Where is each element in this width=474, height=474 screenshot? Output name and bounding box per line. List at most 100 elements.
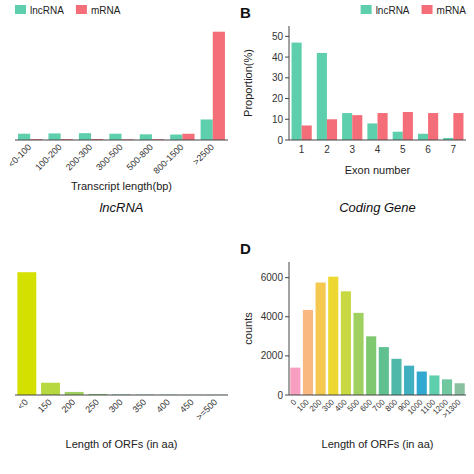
panel-label: B xyxy=(240,4,251,21)
legend: lncRNA mRNA xyxy=(15,5,121,16)
bar xyxy=(378,113,388,140)
bar xyxy=(302,125,312,140)
legend-label: lncRNA xyxy=(376,5,410,16)
y-tick xyxy=(285,277,289,278)
bar xyxy=(201,119,213,140)
y-tick xyxy=(285,77,289,78)
x-tick-label: <0-100 xyxy=(6,142,33,169)
bar xyxy=(366,336,376,395)
bar xyxy=(417,372,427,395)
bar xyxy=(79,133,91,140)
bar xyxy=(341,291,351,395)
y-tick-label: 50 xyxy=(272,31,284,42)
y-tick-label: 20 xyxy=(272,93,284,104)
y-tick-label: 0 xyxy=(277,390,283,401)
bar xyxy=(18,134,30,140)
y-tick xyxy=(285,140,289,141)
bar xyxy=(393,132,403,140)
legend-label: mRNA xyxy=(437,5,467,16)
figure: <0-100100-200200-300300-500500-800800-15… xyxy=(0,0,474,474)
bar xyxy=(379,347,389,395)
x-tick-label: 200 xyxy=(60,397,78,415)
y-axis-line xyxy=(289,262,290,395)
bar xyxy=(428,113,438,140)
title: Coding Gene xyxy=(339,200,416,215)
y-tick-label: 30 xyxy=(272,72,284,83)
bar xyxy=(109,134,121,140)
x-axis-line xyxy=(289,395,466,396)
y-tick xyxy=(285,316,289,317)
bar xyxy=(140,134,152,140)
y-tick-label: 2000 xyxy=(261,350,284,361)
x-tick-label: 5 xyxy=(400,144,406,155)
x-tick-label: <0 xyxy=(16,397,30,411)
legend-swatch xyxy=(361,5,372,14)
x-tick-label: 450 xyxy=(178,397,196,415)
bar xyxy=(442,379,452,395)
y-tick xyxy=(285,355,289,356)
bar xyxy=(316,283,326,395)
bar xyxy=(303,310,313,395)
bars xyxy=(290,277,464,395)
bar xyxy=(404,366,414,395)
x-axis-line xyxy=(15,140,228,141)
bars xyxy=(292,43,464,140)
y-tick-label: 4000 xyxy=(261,311,284,322)
bar xyxy=(182,134,194,140)
x-axis-line xyxy=(289,140,466,141)
panel-label: D xyxy=(240,240,251,257)
x-tick-label: >2500 xyxy=(191,142,216,167)
y-tick-label: 10 xyxy=(272,114,284,125)
x-tick-label: 3 xyxy=(349,144,355,155)
x-tick-label: >1300 xyxy=(440,397,463,420)
x-tick-label: 350 xyxy=(131,397,149,415)
bar xyxy=(418,134,428,140)
x-tick-label: 100-200 xyxy=(33,142,63,172)
x-tick-label: 800-1500 xyxy=(151,142,185,176)
x-tick-label: 500-800 xyxy=(125,142,155,172)
legend-label: mRNA xyxy=(91,5,121,16)
x-tick-label: 400 xyxy=(154,397,172,415)
y-axis-label: Proportion(%) xyxy=(242,49,254,117)
panel: <0150200250300350400450>=500Length of OR… xyxy=(15,272,228,450)
bar xyxy=(352,115,362,140)
bar xyxy=(317,53,327,140)
bar xyxy=(429,375,439,395)
y-tick xyxy=(285,119,289,120)
bar xyxy=(367,123,377,140)
x-axis-label: Transcript length(bp) xyxy=(71,180,172,192)
legend: lncRNA mRNA xyxy=(361,5,467,16)
title: lncRNA xyxy=(99,200,143,215)
x-tick-label: 250 xyxy=(83,397,101,415)
x-tick-label: 1 xyxy=(299,144,305,155)
x-tick-label: 7 xyxy=(451,144,457,155)
bar xyxy=(403,112,413,140)
x-tick-label: 200-300 xyxy=(64,142,94,172)
bar xyxy=(327,119,337,140)
bars xyxy=(18,32,225,140)
x-axis-line xyxy=(15,395,228,396)
y-tick-label: 6000 xyxy=(261,272,284,283)
y-tick xyxy=(285,395,289,396)
bar xyxy=(48,133,60,140)
x-tick-label: 300 xyxy=(107,397,125,415)
panel: <0-100100-200200-300300-500500-800800-15… xyxy=(6,5,228,215)
panel: 0200040006000010020030040050060070080090… xyxy=(240,240,466,450)
bar xyxy=(41,383,60,395)
x-axis-label: Length of ORFs (in aa) xyxy=(322,438,434,450)
bar xyxy=(170,135,182,140)
bar xyxy=(453,113,463,140)
bar xyxy=(292,43,302,140)
legend-label: lncRNA xyxy=(30,5,64,16)
y-tick-label: 40 xyxy=(272,52,284,63)
x-tick-label: 4 xyxy=(375,144,381,155)
legend-swatch xyxy=(76,5,87,14)
panel: 010203040501234567Exon numberProportion(… xyxy=(240,4,466,215)
bar xyxy=(213,32,225,140)
bar xyxy=(353,313,363,395)
y-tick-label: 0 xyxy=(277,135,283,146)
legend-swatch xyxy=(15,5,26,14)
background xyxy=(0,0,474,474)
legend-swatch xyxy=(422,5,433,14)
x-tick-label: 2 xyxy=(324,144,330,155)
